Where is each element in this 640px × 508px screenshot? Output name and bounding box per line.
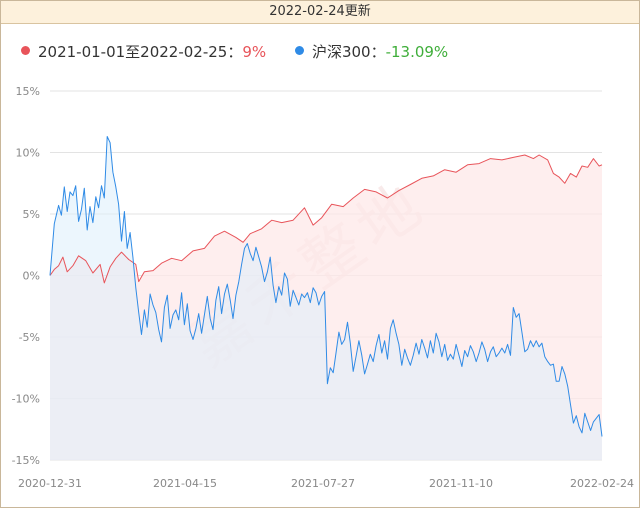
y-tick-label: -5%: [19, 331, 40, 344]
x-tick-label: 2021-11-10: [429, 477, 493, 490]
y-tick-label: 5%: [23, 208, 40, 221]
csi300-area: [50, 136, 602, 460]
x-tick-label: 2020-12-31: [18, 477, 82, 490]
y-tick-label: 10%: [16, 147, 40, 160]
legend-item-csi300[interactable]: 沪深300：-13.09%: [294, 41, 449, 62]
x-tick-label: 2021-07-27: [291, 477, 355, 490]
legend-label-portfolio: 2021-01-01至2022-02-25：: [38, 43, 243, 61]
x-tick-label: 2021-04-15: [153, 477, 217, 490]
portfolio-line: [49, 154, 603, 284]
legend-label-csi300: 沪深300：: [311, 43, 386, 61]
y-tick-label: -15%: [12, 454, 40, 467]
csi300-line: [49, 136, 603, 437]
legend-item-portfolio[interactable]: 2021-01-01至2022-02-25：9%: [21, 41, 266, 62]
legend-dot-portfolio: [21, 46, 30, 55]
legend-value-csi300: -13.09%: [385, 43, 449, 61]
legend: 2021-01-01至2022-02-25：9% 沪深300：-13.09%: [21, 41, 472, 62]
legend-value-portfolio: 9%: [242, 43, 267, 61]
x-tick-label: 2022-02-24: [570, 477, 634, 490]
update-header: 2022-02-24更新: [1, 1, 639, 24]
y-tick-label: -10%: [12, 393, 40, 406]
y-tick-label: 15%: [16, 85, 40, 98]
legend-dot-csi300: [294, 46, 304, 55]
y-tick-label: 0%: [23, 270, 40, 283]
